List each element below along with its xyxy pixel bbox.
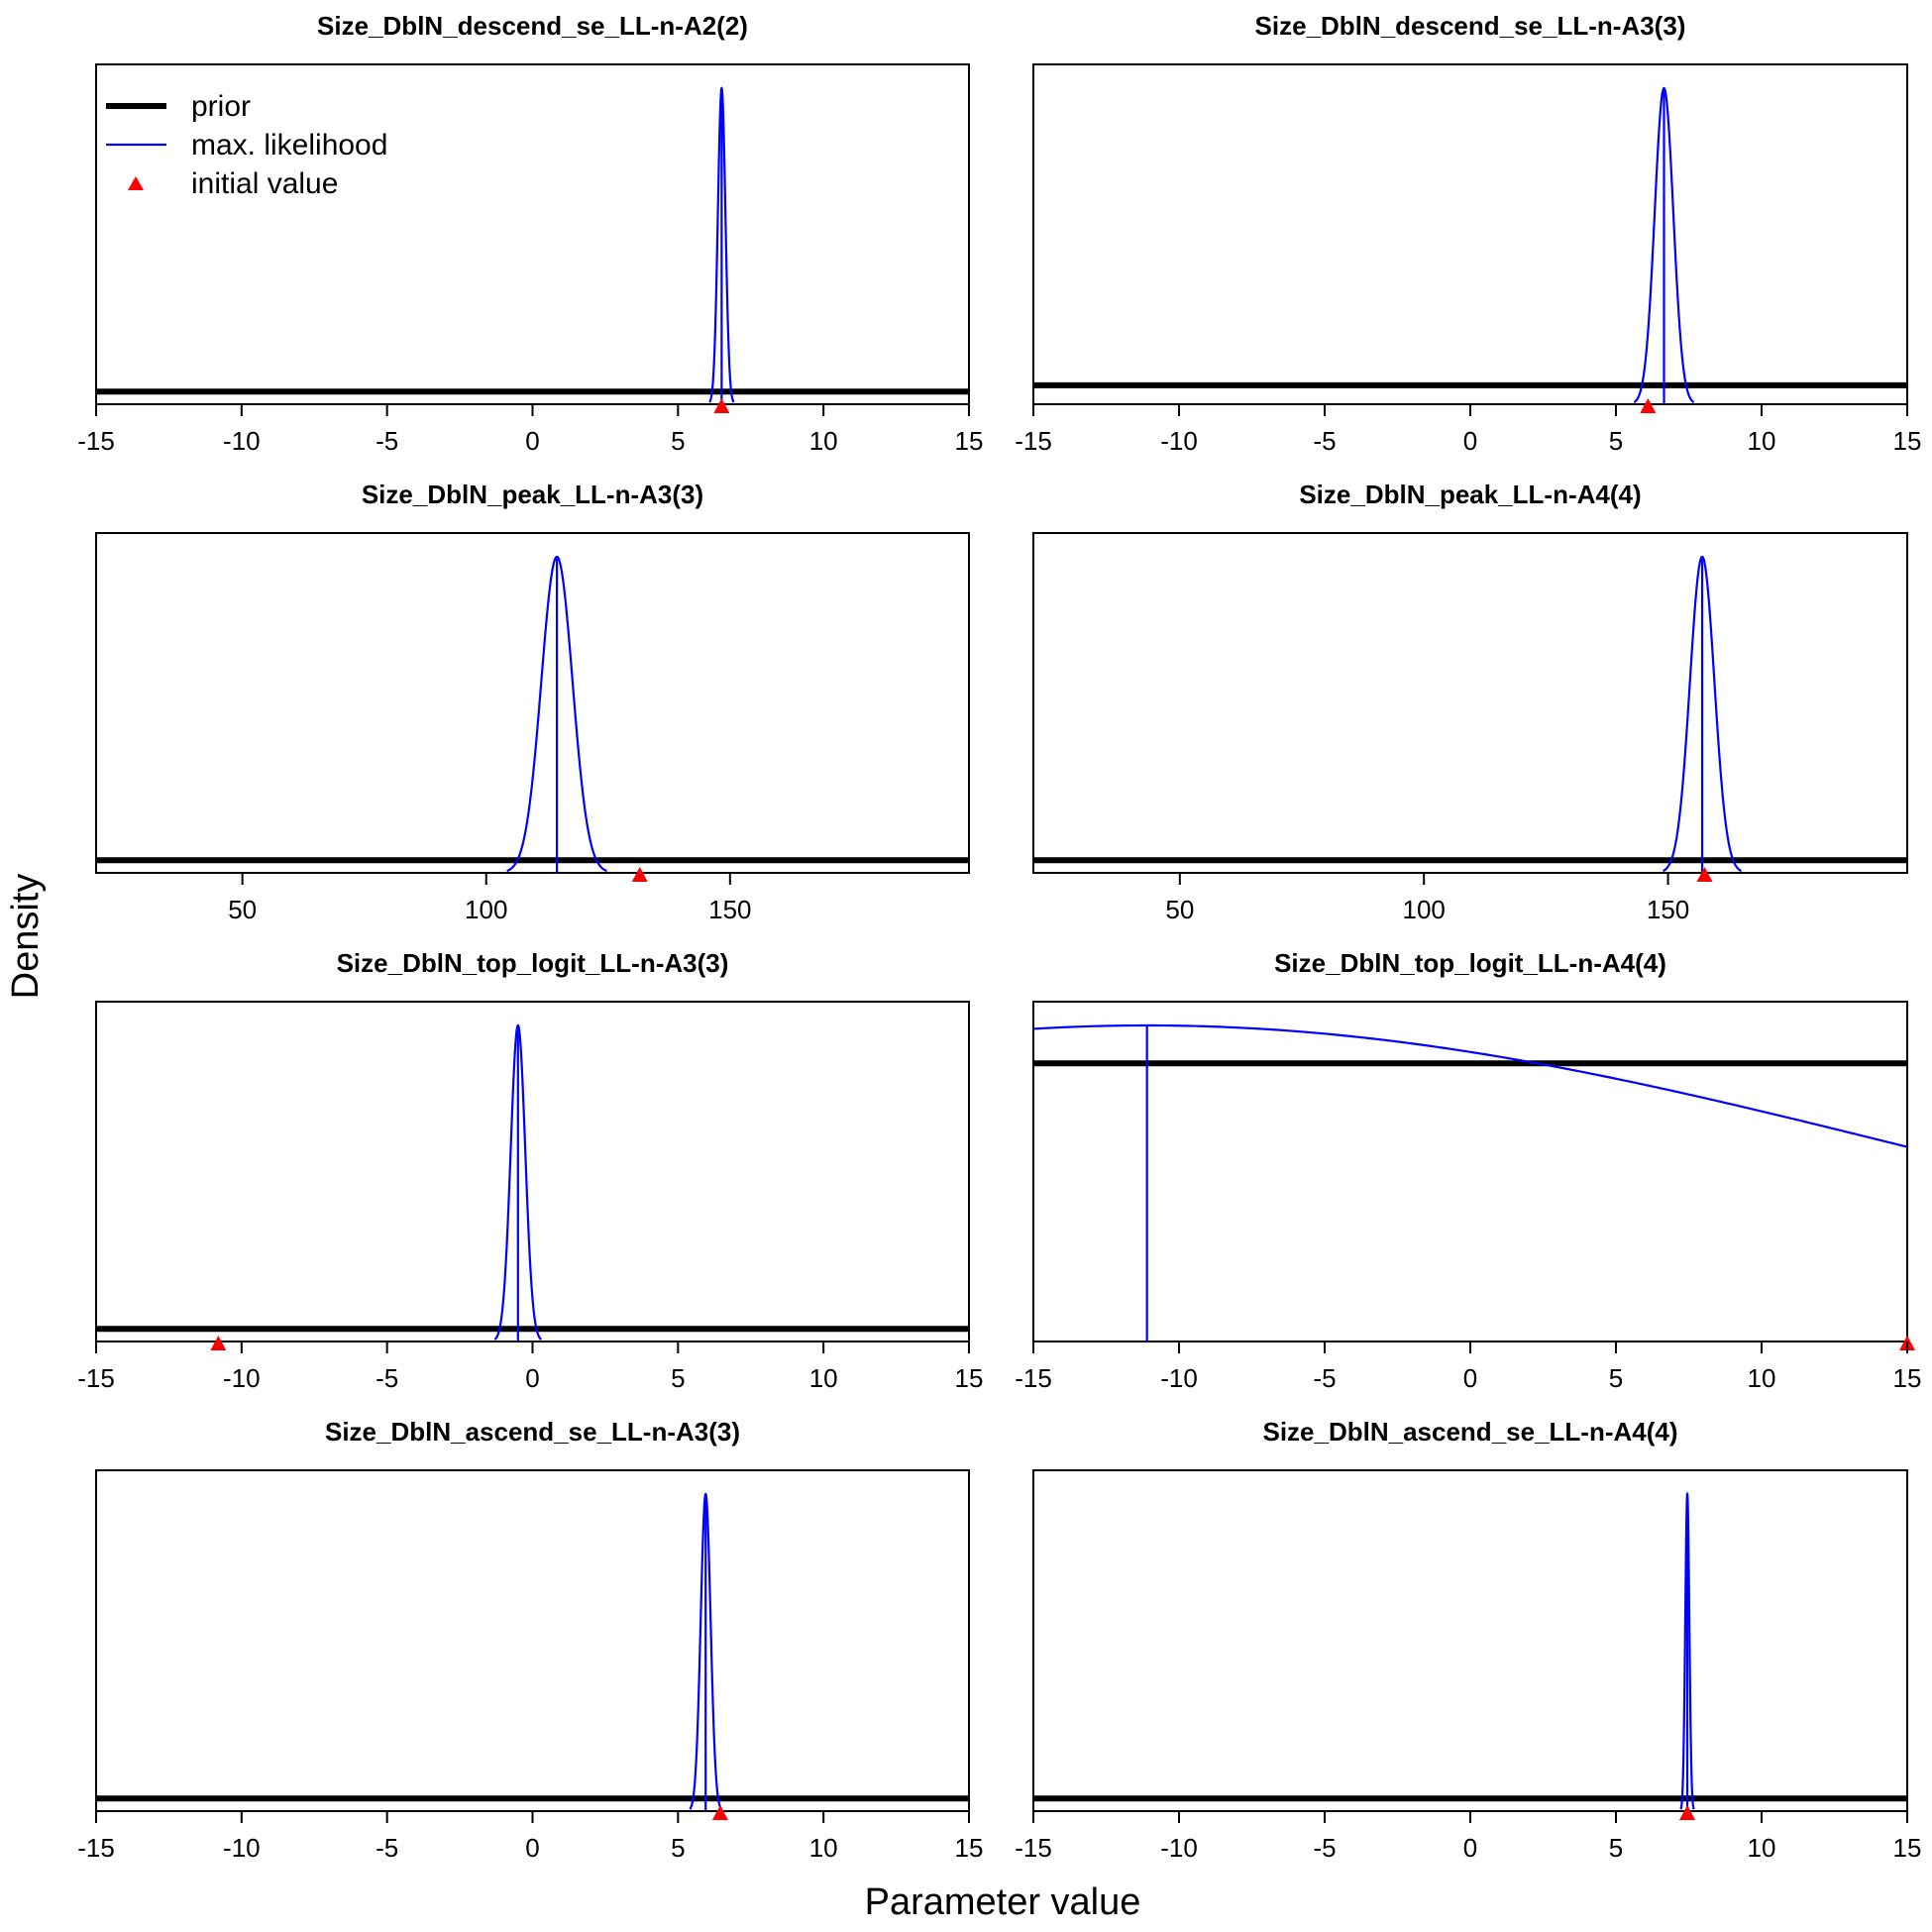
- chart-panel: Size_DblN_top_logit_LL-n-A3(3) -15 -10 -5 0 5…: [77, 948, 983, 1393]
- x-tick-label: 15: [1893, 1363, 1922, 1393]
- x-tick-label: 15: [1893, 1833, 1922, 1863]
- legend-label: max. likelihood: [191, 129, 387, 161]
- panels: Size_DblN_descend_se_LL-n-A2(2) -15 -10 -5 0…: [77, 11, 1921, 1863]
- chart-panel: Size_DblN_peak_LL-n-A4(4) 50 100 150: [1032, 480, 1908, 924]
- initial-value-marker: [1679, 1805, 1696, 1820]
- x-tick-label: 100: [1402, 895, 1445, 924]
- x-tick-label: 0: [525, 1363, 539, 1393]
- x-tick-label: 5: [671, 426, 685, 456]
- panel-title: Size_DblN_descend_se_LL-n-A2(2): [317, 11, 748, 41]
- x-tick-label: -10: [1160, 1363, 1198, 1393]
- x-axis-label: Parameter value: [865, 1881, 1141, 1923]
- panel-title: Size_DblN_top_logit_LL-n-A3(3): [337, 948, 729, 978]
- x-tick-label: 15: [955, 1833, 984, 1863]
- panel-title: Size_DblN_top_logit_LL-n-A4(4): [1274, 948, 1666, 978]
- x-tick-label: 10: [809, 1363, 838, 1393]
- x-tick-label: -15: [1015, 1363, 1052, 1393]
- x-tick-label: 10: [809, 1833, 838, 1863]
- legend-label: prior: [191, 90, 251, 123]
- x-tick-label: 0: [1463, 1833, 1477, 1863]
- initial-value-marker: [1640, 398, 1657, 413]
- x-tick-label: -5: [376, 1363, 398, 1393]
- x-tick-label: 5: [671, 1363, 685, 1393]
- plot-frame: [1032, 63, 1908, 405]
- x-tick-label: 10: [1748, 426, 1776, 456]
- x-tick-label: 5: [1609, 1363, 1623, 1393]
- plot-frame: [95, 532, 970, 874]
- x-tick-label: -15: [1015, 426, 1052, 456]
- x-tick-label: 50: [1165, 895, 1194, 924]
- x-tick-label: -10: [1160, 1833, 1198, 1863]
- x-tick-label: 5: [1609, 426, 1623, 456]
- initial-value-marker: [210, 1336, 227, 1350]
- x-tick-label: -10: [223, 426, 261, 456]
- chart-panel: Size_DblN_ascend_se_LL-n-A3(3) -15 -10 -5 0 5…: [77, 1417, 983, 1863]
- x-tick-label: 5: [671, 1833, 685, 1863]
- plot-frame: [95, 1469, 970, 1812]
- x-tick-label: 15: [1893, 426, 1922, 456]
- initial-value-marker: [1696, 867, 1713, 882]
- x-tick-label: 10: [1748, 1363, 1776, 1393]
- x-tick-label: -15: [77, 1363, 115, 1393]
- x-tick-label: 0: [1463, 426, 1477, 456]
- x-tick-label: -5: [1313, 1363, 1336, 1393]
- legend: prior max. likelihood initial value: [106, 90, 387, 200]
- x-tick-label: -10: [1160, 426, 1198, 456]
- panel-title: Size_DblN_descend_se_LL-n-A3(3): [1255, 11, 1686, 41]
- chart-panel: Size_DblN_top_logit_LL-n-A4(4) -15 -10 -5 0 5…: [1015, 948, 1921, 1393]
- x-tick-label: -10: [223, 1833, 261, 1863]
- x-tick-label: 15: [955, 426, 984, 456]
- x-tick-label: -10: [223, 1363, 261, 1393]
- x-tick-label: -5: [376, 426, 398, 456]
- x-tick-label: 0: [525, 426, 539, 456]
- x-tick-label: 150: [708, 895, 751, 924]
- x-tick-label: 10: [809, 426, 838, 456]
- y-axis-label: Density: [5, 874, 47, 1000]
- x-tick-label: 10: [1748, 1833, 1776, 1863]
- plot-frame: [1032, 532, 1908, 874]
- x-tick-label: 5: [1609, 1833, 1623, 1863]
- legend-initial-swatch: [128, 176, 144, 190]
- plot-frame: [1032, 1469, 1908, 1812]
- initial-value-marker: [631, 867, 648, 882]
- x-tick-label: 15: [955, 1363, 984, 1393]
- x-tick-label: -15: [77, 1833, 115, 1863]
- x-tick-label: -5: [376, 1833, 398, 1863]
- x-tick-label: -5: [1313, 426, 1336, 456]
- x-tick-label: -15: [77, 426, 115, 456]
- chart-panel: Size_DblN_peak_LL-n-A3(3) 50 100 150: [95, 480, 970, 924]
- panel-title: Size_DblN_peak_LL-n-A3(3): [362, 480, 703, 509]
- chart-panel: Size_DblN_descend_se_LL-n-A2(2) -15 -10 -5 0…: [77, 11, 983, 456]
- x-tick-label: 50: [228, 895, 257, 924]
- x-tick-label: 150: [1647, 895, 1689, 924]
- legend-label: initial value: [191, 167, 338, 200]
- panel-title: Size_DblN_ascend_se_LL-n-A4(4): [1262, 1417, 1677, 1447]
- mle-curve: [1032, 1023, 1908, 1148]
- chart-panel: Size_DblN_ascend_se_LL-n-A4(4) -15 -10 -5 0 5…: [1015, 1417, 1921, 1863]
- panel-title: Size_DblN_peak_LL-n-A4(4): [1299, 480, 1641, 509]
- x-tick-label: -15: [1015, 1833, 1052, 1863]
- initial-value-marker: [713, 398, 730, 413]
- chart-panel: Size_DblN_descend_se_LL-n-A3(3) -15 -10 -5 0…: [1015, 11, 1921, 456]
- x-tick-label: 0: [525, 1833, 539, 1863]
- x-tick-label: 0: [1463, 1363, 1477, 1393]
- initial-value-marker: [711, 1805, 728, 1820]
- panel-title: Size_DblN_ascend_se_LL-n-A3(3): [325, 1417, 740, 1447]
- x-tick-label: 100: [465, 895, 507, 924]
- x-tick-label: -5: [1313, 1833, 1336, 1863]
